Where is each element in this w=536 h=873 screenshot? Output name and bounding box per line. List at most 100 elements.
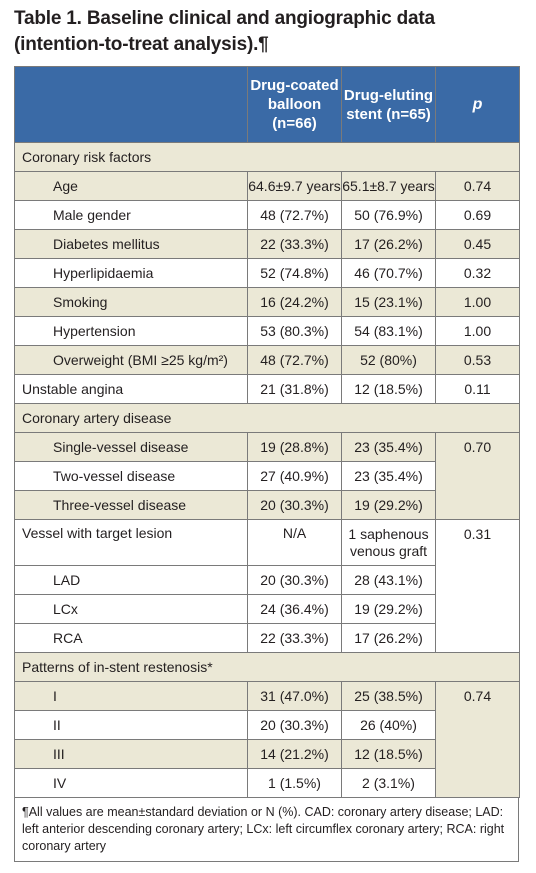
row-label: Vessel with target lesion bbox=[14, 519, 248, 566]
row-label: Male gender bbox=[14, 200, 248, 230]
des-value: 12 (18.5%) bbox=[341, 739, 436, 769]
header-row: Drug-coated balloon (n=66) Drug-eluting … bbox=[14, 66, 520, 143]
p-value: 0.70 bbox=[435, 432, 520, 520]
table-row: Hyperlipidaemia 52 (74.8%) 46 (70.7%) 0.32 bbox=[14, 258, 520, 288]
table-row: Smoking 16 (24.2%) 15 (23.1%) 1.00 bbox=[14, 287, 520, 317]
dcb-value: 16 (24.2%) bbox=[247, 287, 342, 317]
section-label: Coronary artery disease bbox=[14, 403, 520, 433]
dcb-value: N/A bbox=[247, 519, 342, 566]
table-row: IV 1 (1.5%) 2 (3.1%) bbox=[14, 768, 520, 798]
table-footnote: ¶All values are mean±standard deviation … bbox=[14, 798, 519, 862]
section-row-risk-factors: Coronary risk factors bbox=[14, 142, 520, 172]
table-row-unstable-angina: Unstable angina 21 (31.8%) 12 (18.5%) 0.… bbox=[14, 374, 520, 404]
row-label: Smoking bbox=[14, 287, 248, 317]
p-value: 1.00 bbox=[435, 287, 520, 317]
row-label: Unstable angina bbox=[14, 374, 248, 404]
des-value: 52 (80%) bbox=[341, 345, 436, 375]
des-value: 19 (29.2%) bbox=[341, 594, 436, 624]
row-label: Hyperlipidaemia bbox=[14, 258, 248, 288]
table-row: RCA 22 (33.3%) 17 (26.2%) bbox=[14, 623, 520, 653]
des-value: 15 (23.1%) bbox=[341, 287, 436, 317]
row-label: Three-vessel disease bbox=[14, 490, 248, 520]
header-p-value: p bbox=[435, 66, 520, 143]
dcb-value: 53 (80.3%) bbox=[247, 316, 342, 346]
des-value: 17 (26.2%) bbox=[341, 229, 436, 259]
table-row: Overweight (BMI ≥25 kg/m²) 48 (72.7%) 52 (… bbox=[14, 345, 520, 375]
table-row: Diabetes mellitus 22 (33.3%) 17 (26.2%) 0.4… bbox=[14, 229, 520, 259]
dcb-value: 19 (28.8%) bbox=[247, 432, 342, 462]
dcb-value: 20 (30.3%) bbox=[247, 565, 342, 595]
des-value: 54 (83.1%) bbox=[341, 316, 436, 346]
des-value: 23 (35.4%) bbox=[341, 432, 436, 462]
p-value: 0.74 bbox=[435, 681, 520, 798]
des-value: 28 (43.1%) bbox=[341, 565, 436, 595]
table-row: LAD 20 (30.3%) 28 (43.1%) bbox=[14, 565, 520, 595]
row-label: III bbox=[14, 739, 248, 769]
row-label: LAD bbox=[14, 565, 248, 595]
des-value: 65.1±8.7 years bbox=[341, 171, 436, 201]
dcb-value: 20 (30.3%) bbox=[247, 490, 342, 520]
row-label: I bbox=[14, 681, 248, 711]
header-blank bbox=[14, 66, 248, 143]
dcb-value: 27 (40.9%) bbox=[247, 461, 342, 491]
baseline-table-container: Drug-coated balloon (n=66) Drug-eluting … bbox=[14, 66, 520, 862]
des-value: 1 saphenous venous graft bbox=[341, 519, 436, 566]
row-label: Overweight (BMI ≥25 kg/m²) bbox=[14, 345, 248, 375]
table-row: Single-vessel disease 19 (28.8%) 23 (35.4%… bbox=[14, 432, 520, 520]
row-label: Hypertension bbox=[14, 316, 248, 346]
des-value: 46 (70.7%) bbox=[341, 258, 436, 288]
des-value: 2 (3.1%) bbox=[341, 768, 436, 798]
des-value: 12 (18.5%) bbox=[341, 374, 436, 404]
des-value: 26 (40%) bbox=[341, 710, 436, 740]
des-value: 17 (26.2%) bbox=[341, 623, 436, 653]
row-label: Diabetes mellitus bbox=[14, 229, 248, 259]
dcb-value: 22 (33.3%) bbox=[247, 623, 342, 653]
dcb-value: 20 (30.3%) bbox=[247, 710, 342, 740]
row-label: Two-vessel disease bbox=[14, 461, 248, 491]
row-label: II bbox=[14, 710, 248, 740]
table-row: II 20 (30.3%) 26 (40%) bbox=[14, 710, 520, 740]
dcb-value: 21 (31.8%) bbox=[247, 374, 342, 404]
p-value: 0.32 bbox=[435, 258, 520, 288]
header-drug-coated-balloon: Drug-coated balloon (n=66) bbox=[247, 66, 342, 143]
p-value: 0.74 bbox=[435, 171, 520, 201]
dcb-value: 22 (33.3%) bbox=[247, 229, 342, 259]
dcb-value: 31 (47.0%) bbox=[247, 681, 342, 711]
table-row: Male gender 48 (72.7%) 50 (76.9%) 0.69 bbox=[14, 200, 520, 230]
table-row: Age 64.6±9.7 years 65.1±8.7 years 0.74 bbox=[14, 171, 520, 201]
header-drug-eluting-stent: Drug-eluting stent (n=65) bbox=[341, 66, 436, 143]
baseline-table: Drug-coated balloon (n=66) Drug-eluting … bbox=[14, 66, 520, 798]
dcb-value: 64.6±9.7 years bbox=[247, 171, 342, 201]
p-value: 0.69 bbox=[435, 200, 520, 230]
dcb-value: 52 (74.8%) bbox=[247, 258, 342, 288]
row-label: RCA bbox=[14, 623, 248, 653]
dcb-value: 1 (1.5%) bbox=[247, 768, 342, 798]
des-value: 25 (38.5%) bbox=[341, 681, 436, 711]
row-label: Single-vessel disease bbox=[14, 432, 248, 462]
dcb-value: 14 (21.2%) bbox=[247, 739, 342, 769]
des-value: 50 (76.9%) bbox=[341, 200, 436, 230]
p-value: 0.11 bbox=[435, 374, 520, 404]
section-row-patterns: Patterns of in-stent restenosis* bbox=[14, 652, 520, 682]
dcb-value: 48 (72.7%) bbox=[247, 345, 342, 375]
p-value: 0.53 bbox=[435, 345, 520, 375]
dcb-value: 48 (72.7%) bbox=[247, 200, 342, 230]
table-row: I 31 (47.0%) 25 (38.5%) 0.74 bbox=[14, 681, 520, 798]
section-label: Patterns of in-stent restenosis* bbox=[14, 652, 520, 682]
dcb-value: 24 (36.4%) bbox=[247, 594, 342, 624]
row-label: LCx bbox=[14, 594, 248, 624]
table-row: Three-vessel disease 20 (30.3%) 19 (29.2%) bbox=[14, 490, 520, 520]
table-caption: Table 1. Baseline clinical and angiograp… bbox=[14, 8, 435, 55]
row-label: Age bbox=[14, 171, 248, 201]
des-value: 23 (35.4%) bbox=[341, 461, 436, 491]
p-value: 1.00 bbox=[435, 316, 520, 346]
table-row: Two-vessel disease 27 (40.9%) 23 (35.4%) bbox=[14, 461, 520, 491]
section-label: Coronary risk factors bbox=[14, 142, 520, 172]
table-row-vessel-target: Vessel with target lesion N/A 1 saphenou… bbox=[14, 519, 520, 653]
p-value: 0.45 bbox=[435, 229, 520, 259]
row-label: IV bbox=[14, 768, 248, 798]
section-row-cad: Coronary artery disease bbox=[14, 403, 520, 433]
p-value: 0.31 bbox=[435, 519, 520, 653]
table-row: LCx 24 (36.4%) 19 (29.2%) bbox=[14, 594, 520, 624]
table-row: Hypertension 53 (80.3%) 54 (83.1%) 1.00 bbox=[14, 316, 520, 346]
